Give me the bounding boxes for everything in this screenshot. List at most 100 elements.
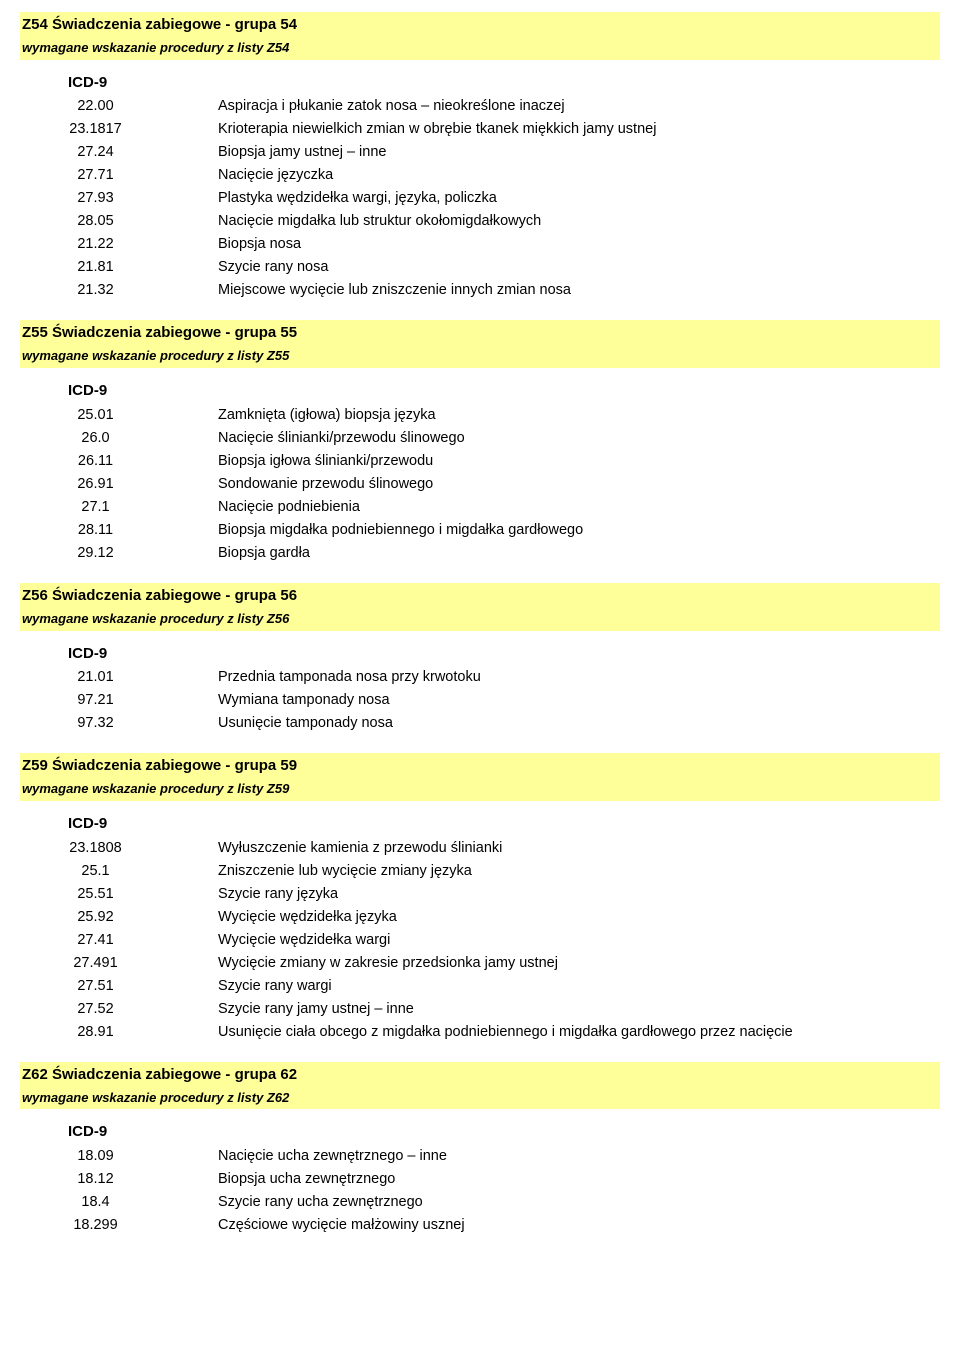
table-row: 27.51 Szycie rany wargi (68, 975, 940, 998)
icd-code: 25.51 (68, 884, 123, 905)
icd-description: Nacięcie języczka (218, 165, 940, 186)
icd-code: 27.491 (68, 953, 123, 974)
table-row: 25.92Wycięcie wędzidełka języka (68, 906, 940, 929)
icd-description: Usunięcie ciała obcego z migdałka podnie… (218, 1022, 940, 1043)
section-title: Z55 Świadczenia zabiegowe - grupa 55 (20, 320, 940, 346)
icd-code: 21.81 (68, 257, 123, 278)
icd-header: ICD-9 (68, 813, 940, 835)
icd-header: ICD-9 (68, 380, 940, 402)
icd-code: 21.01 (68, 667, 123, 688)
table-row: 21.81Szycie rany nosa (68, 256, 940, 279)
table-row: 27.52Szycie rany jamy ustnej – inne (68, 998, 940, 1021)
table-row: 21.32 Miejscowe wycięcie lub zniszczenie … (68, 279, 940, 302)
icd-description: Sondowanie przewodu ślinowego (218, 474, 940, 495)
icd-code-cell: 21.22 (68, 234, 218, 255)
icd-code-cell: 27.491 (68, 953, 218, 974)
icd-description: Usunięcie tamponady nosa (218, 713, 940, 734)
icd-code-cell: 21.32 (68, 280, 218, 301)
icd-code: 18.12 (68, 1169, 123, 1190)
icd-description: Biopsja migdałka podniebiennego i migdał… (218, 520, 940, 541)
table-row: 18.4Szycie rany ucha zewnętrznego (68, 1191, 940, 1214)
table-row: 28.11 Biopsja migdałka podniebiennego i m… (68, 519, 940, 542)
icd-description: Zamknięta (igłowa) biopsja języka (218, 405, 940, 426)
icd-block: ICD-922.00Aspiracja i płukanie zatok nos… (68, 72, 940, 303)
icd-code: 28.05 (68, 211, 123, 232)
section-note: wymagane wskazanie procedury z listy Z56 (20, 609, 940, 631)
icd-code: 26.0 (68, 428, 123, 449)
table-row: 29.12Biopsja gardła (68, 542, 940, 565)
icd-code-cell: 18.09 (68, 1146, 218, 1167)
icd-description: Miejscowe wycięcie lub zniszczenie innyc… (218, 280, 940, 301)
icd-block: ICD-921.01Przednia tamponada nosa przy k… (68, 643, 940, 736)
icd-description: Nacięcie ślinianki/przewodu ślinowego (218, 428, 940, 449)
icd-code-cell: 28.05 (68, 211, 218, 232)
icd-description: Wycięcie zmiany w zakresie przedsionka j… (218, 953, 940, 974)
icd-code: 27.24 (68, 142, 123, 163)
icd-description: Plastyka wędzidełka wargi, języka, polic… (218, 188, 940, 209)
table-row: 26.11 Biopsja igłowa ślinianki/przewodu (68, 450, 940, 473)
icd-description: Częściowe wycięcie małżowiny usznej (218, 1215, 940, 1236)
icd-description: Zniszczenie lub wycięcie zmiany języka (218, 861, 940, 882)
icd-description: Aspiracja i płukanie zatok nosa – nieokr… (218, 96, 940, 117)
icd-code-cell: 29.12 (68, 543, 218, 564)
icd-code-cell: 28.91 (68, 1022, 218, 1043)
icd-description: Nacięcie podniebienia (218, 497, 940, 518)
icd-code: 28.11 (68, 520, 123, 541)
table-row: 28.05Nacięcie migdałka lub struktur okoł… (68, 210, 940, 233)
icd-code-cell: 27.24 (68, 142, 218, 163)
section-title: Z62 Świadczenia zabiegowe - grupa 62 (20, 1062, 940, 1088)
icd-code-cell: 27.71 (68, 165, 218, 186)
section-note: wymagane wskazanie procedury z listy Z54 (20, 38, 940, 60)
icd-code-cell: 27.93 (68, 188, 218, 209)
icd-code-cell: 27.1 (68, 497, 218, 518)
icd-code: 21.32 (68, 280, 123, 301)
icd-code: 23.1808 (68, 838, 123, 859)
table-row: 23.1808Wyłuszczenie kamienia z przewodu … (68, 837, 940, 860)
table-row: 26.91Sondowanie przewodu ślinowego (68, 473, 940, 496)
icd-block: ICD-918.09Nacięcie ucha zewnętrznego – i… (68, 1121, 940, 1237)
table-row: 18.09 Nacięcie ucha zewnętrznego – inne (68, 1145, 940, 1168)
icd-code: 28.91 (68, 1022, 123, 1043)
table-row: 18.12Biopsja ucha zewnętrznego (68, 1168, 940, 1191)
table-row: 21.22Biopsja nosa (68, 233, 940, 256)
icd-code-cell: 22.00 (68, 96, 218, 117)
icd-description: Przednia tamponada nosa przy krwotoku (218, 667, 940, 688)
icd-code-cell: 21.81 (68, 257, 218, 278)
icd-description: Biopsja igłowa ślinianki/przewodu (218, 451, 940, 472)
icd-code: 27.93 (68, 188, 123, 209)
icd-code: 21.22 (68, 234, 123, 255)
icd-code: 18.4 (68, 1192, 123, 1213)
icd-description: Szycie rany języka (218, 884, 940, 905)
icd-code: 97.21 (68, 690, 123, 711)
icd-description: Biopsja jamy ustnej – inne (218, 142, 940, 163)
table-row: 27.1Nacięcie podniebienia (68, 496, 940, 519)
table-row: 27.491 Wycięcie zmiany w zakresie przedsi… (68, 952, 940, 975)
icd-code-cell: 25.1 (68, 861, 218, 882)
icd-code: 27.51 (68, 976, 123, 997)
section-note: wymagane wskazanie procedury z listy Z59 (20, 779, 940, 801)
icd-code-cell: 18.299 (68, 1215, 218, 1236)
table-row: 97.21Wymiana tamponady nosa (68, 689, 940, 712)
icd-code: 18.09 (68, 1146, 123, 1167)
icd-code-cell: 26.0 (68, 428, 218, 449)
icd-code-cell: 21.01 (68, 667, 218, 688)
icd-code: 27.52 (68, 999, 123, 1020)
icd-code-cell: 18.12 (68, 1169, 218, 1190)
icd-code: 25.1 (68, 861, 123, 882)
icd-code-cell: 27.52 (68, 999, 218, 1020)
icd-code-cell: 28.11 (68, 520, 218, 541)
table-row: 18.299Częściowe wycięcie małżowiny uszne… (68, 1214, 940, 1237)
icd-code: 22.00 (68, 96, 123, 117)
icd-code: 27.41 (68, 930, 123, 951)
section-title: Z59 Świadczenia zabiegowe - grupa 59 (20, 753, 940, 779)
icd-code: 97.32 (68, 713, 123, 734)
icd-description: Szycie rany wargi (218, 976, 940, 997)
table-row: 25.1 Zniszczenie lub wycięcie zmiany języ… (68, 860, 940, 883)
document-root: Z54 Świadczenia zabiegowe - grupa 54wyma… (20, 12, 940, 1237)
icd-description: Biopsja gardła (218, 543, 940, 564)
icd-description: Wycięcie wędzidełka wargi (218, 930, 940, 951)
icd-code: 26.11 (68, 451, 123, 472)
icd-code-cell: 18.4 (68, 1192, 218, 1213)
icd-code: 23.1817 (68, 119, 123, 140)
icd-description: Nacięcie ucha zewnętrznego – inne (218, 1146, 940, 1167)
